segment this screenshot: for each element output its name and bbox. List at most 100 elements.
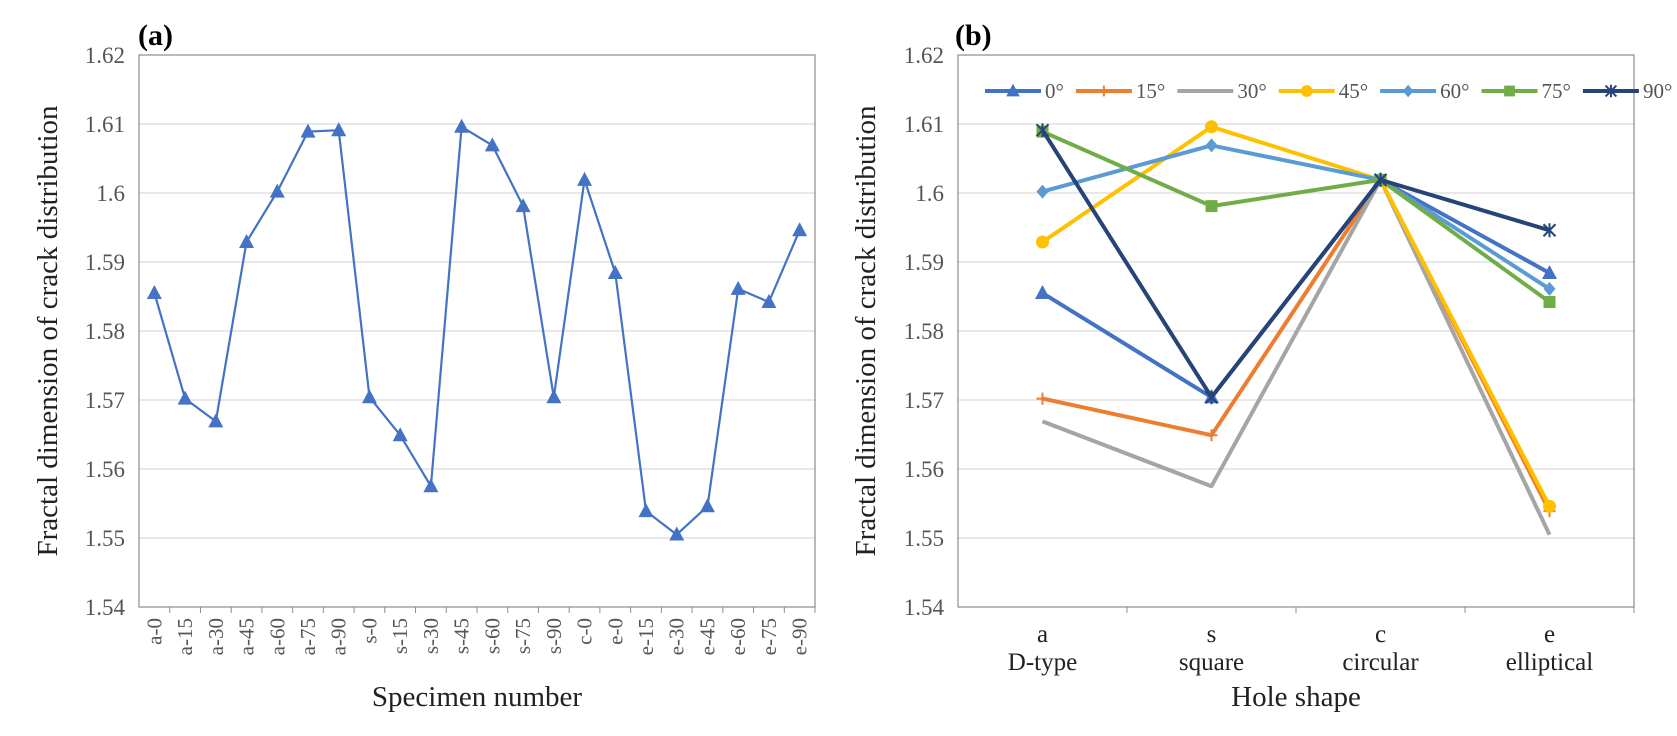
data-point-marker <box>699 498 715 513</box>
panel-b: (b) 1.541.551.561.571.581.591.61.611.62 … <box>850 19 1672 713</box>
x-tick-label: e-0 <box>603 618 627 645</box>
panel-a-x-ticks: a-0 a-15 a-30 a-45 a-60 a-75 a-90 s-0 s-15 s-30 s-… <box>142 607 816 655</box>
x-tick-name: square <box>1179 649 1244 676</box>
data-point-marker <box>1205 429 1218 442</box>
data-point-marker <box>1542 223 1557 238</box>
x-tick-code: e <box>1544 621 1555 648</box>
x-tick-label: e-90 <box>788 618 812 655</box>
series-line <box>1041 177 1552 536</box>
data-point-marker <box>515 198 531 213</box>
data-point-marker <box>454 118 470 133</box>
data-point-marker <box>792 222 808 237</box>
y-tick-label: 1.55 <box>85 526 125 551</box>
y-tick-label: 1.55 <box>904 526 944 551</box>
data-point-marker <box>269 183 285 198</box>
legend-marker <box>1300 85 1313 97</box>
data-point-marker <box>1543 281 1556 296</box>
legend-marker <box>1504 85 1515 97</box>
y-tick-label: 1.59 <box>85 250 125 275</box>
data-point-marker <box>146 285 162 300</box>
y-tick-label: 1.61 <box>85 112 125 137</box>
x-tick-label: s-0 <box>357 618 381 644</box>
y-tick-label: 1.6 <box>96 181 125 206</box>
data-point-marker <box>177 390 193 405</box>
series-line <box>1040 129 1551 400</box>
data-point-marker <box>361 389 377 404</box>
x-tick-label: a-30 <box>204 618 228 655</box>
series-15° <box>1036 173 1556 518</box>
data-point-marker <box>300 123 316 138</box>
data-point-marker <box>239 233 255 248</box>
series-30° <box>1041 177 1552 536</box>
x-tick-label: e-75 <box>757 618 781 655</box>
data-point-marker <box>1205 138 1218 153</box>
y-tick-label: 1.57 <box>904 388 944 413</box>
x-tick-label: a-0 <box>142 618 166 645</box>
panel-b-legend: 0° 15° 30° 45° 60° 75° 90° <box>985 79 1672 103</box>
x-tick-label: e-60 <box>726 618 750 655</box>
x-tick-label: s-30 <box>419 618 443 654</box>
panel-b-label: (b) <box>955 19 992 52</box>
panel-a-label: (a) <box>138 19 173 52</box>
data-point-marker <box>1373 172 1388 187</box>
x-tick-name: circular <box>1342 649 1419 676</box>
y-tick-label: 1.58 <box>85 319 125 344</box>
panel-b-y-axis-title: Fractal dimension of crack distribution <box>850 105 882 557</box>
data-point-marker <box>1205 120 1218 134</box>
series-line <box>153 125 801 536</box>
data-point-marker <box>208 413 224 428</box>
data-point-marker <box>1205 200 1218 213</box>
x-tick-label: a-75 <box>296 618 320 655</box>
y-tick-label: 1.6 <box>915 181 944 206</box>
legend-label: 60° <box>1440 79 1469 103</box>
panel-a-y-ticks: 1.54 1.55 1.56 1.57 1.58 1.59 1.6 1.61 1.62 <box>85 43 126 620</box>
data-point-marker <box>1036 392 1049 405</box>
legend-label: 75° <box>1542 79 1571 103</box>
x-tick-label: e-45 <box>695 618 719 655</box>
series-45° <box>1036 120 1556 513</box>
x-tick-label: a-15 <box>173 618 197 655</box>
legend-item: 30° <box>1177 79 1267 103</box>
y-tick-label: 1.57 <box>85 388 125 413</box>
x-tick-label: a-60 <box>265 618 289 655</box>
y-tick-label: 1.62 <box>904 43 944 68</box>
data-point-marker <box>1543 296 1556 309</box>
data-point-marker <box>669 526 685 541</box>
legend-label: 0° <box>1045 79 1064 103</box>
data-point-marker <box>730 280 746 295</box>
legend-item: 90° <box>1582 79 1672 103</box>
y-tick-label: 1.59 <box>904 250 944 275</box>
x-tick-name: elliptical <box>1506 649 1594 676</box>
x-tick-label: a-45 <box>235 618 259 655</box>
y-tick-label: 1.61 <box>904 112 944 137</box>
y-tick-label: 1.58 <box>904 319 944 344</box>
x-tick-code: c <box>1375 621 1386 648</box>
panel-a-x-axis-title: Specimen number <box>372 681 583 713</box>
x-tick-code: a <box>1037 621 1048 648</box>
data-point-marker <box>423 478 439 493</box>
data-point-marker <box>607 265 623 280</box>
x-tick-label: s-75 <box>511 618 535 654</box>
y-tick-label: 1.56 <box>904 457 944 482</box>
legend-label: 45° <box>1339 79 1368 103</box>
legend-label: 15° <box>1136 79 1165 103</box>
data-point-marker <box>577 171 593 186</box>
x-tick-label: s-90 <box>542 618 566 654</box>
series-90° <box>1035 123 1557 405</box>
data-point-marker <box>1035 285 1050 300</box>
x-tick-code: s <box>1207 621 1217 648</box>
data-point-marker <box>1204 390 1219 405</box>
legend-item: 60° <box>1380 79 1470 103</box>
legend-label: 30° <box>1237 79 1266 103</box>
x-tick-label: a-90 <box>327 618 351 655</box>
data-point-marker <box>638 503 654 518</box>
series-line <box>1041 129 1551 304</box>
data-point-marker <box>392 427 408 442</box>
panel-a-y-axis-title: Fractal dimension of crack distribution <box>32 105 64 557</box>
data-point-marker <box>1542 265 1557 280</box>
x-tick-name: D-type <box>1008 649 1077 676</box>
x-tick-label: c-0 <box>573 618 597 645</box>
panel-b-series <box>1035 120 1557 536</box>
x-tick-label: e-15 <box>634 618 658 655</box>
series-Fractal dimension <box>146 118 808 541</box>
